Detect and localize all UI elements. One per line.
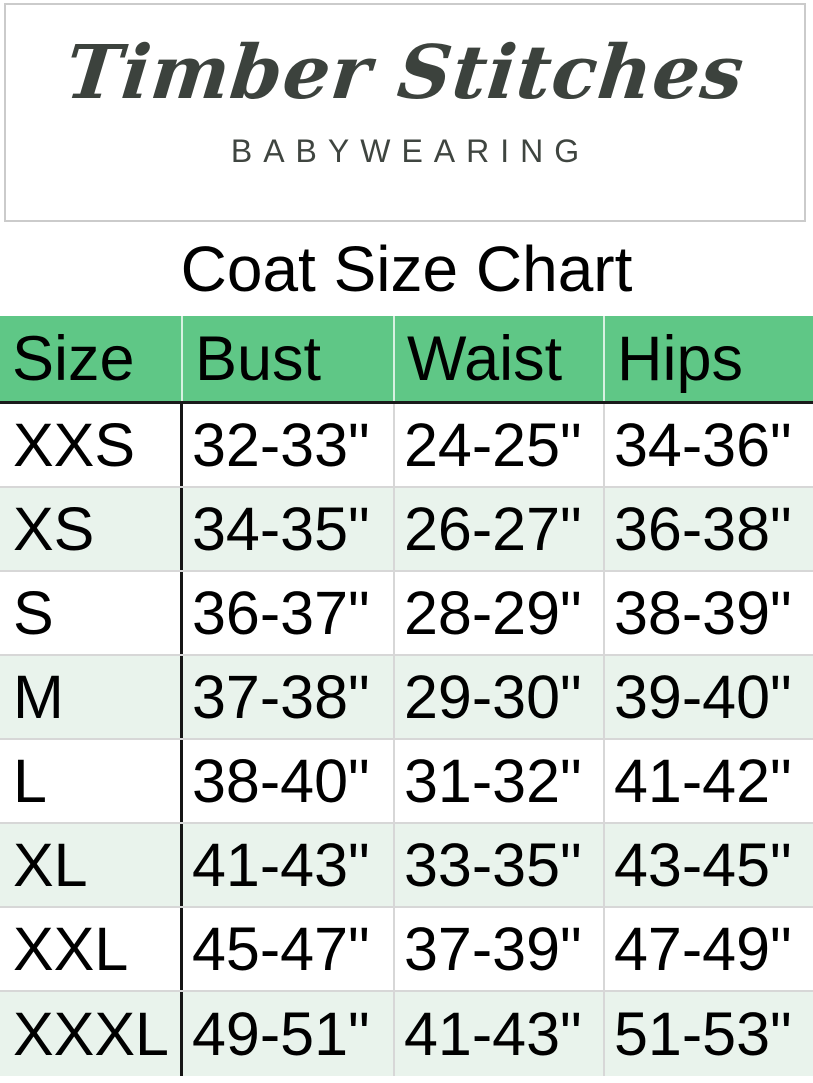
- table-row-xxl: XXL 45-47" 37-39" 47-49": [0, 908, 813, 992]
- table-row-m: M 37-38" 29-30" 39-40": [0, 656, 813, 740]
- hips-value: 47-49": [614, 915, 792, 983]
- table-row-s: S 36-37" 28-29" 38-39": [0, 572, 813, 656]
- waist-value: 29-30": [395, 656, 605, 738]
- bust-value: 36-37": [183, 572, 395, 654]
- bust-value: 45-47": [183, 908, 395, 990]
- hips-value: 38-39": [614, 579, 792, 647]
- hips-value: 39-40": [614, 663, 792, 731]
- table-row-l: L 38-40" 31-32" 41-42": [0, 740, 813, 824]
- waist-value: 24-25": [395, 404, 605, 486]
- size-label: XXS: [0, 404, 183, 486]
- page-title: Coat Size Chart: [0, 222, 813, 316]
- waist-value: 28-29": [395, 572, 605, 654]
- size-label: XXXL: [0, 992, 183, 1076]
- bust-value: 34-35": [183, 488, 395, 570]
- size-label: XL: [0, 824, 183, 906]
- size-table: Size Bust Waist Hips XXS 32-33" 24-25" 3…: [0, 316, 813, 1076]
- brand-tagline: BABYWEARING: [230, 133, 591, 169]
- table-header-row: Size Bust Waist Hips: [0, 316, 813, 404]
- bust-value: 37-38": [183, 656, 395, 738]
- size-label: XS: [0, 488, 183, 570]
- brand-logo-box: Timber Stitches BABYWEARING: [4, 3, 806, 222]
- hips-value: 41-42": [614, 747, 792, 815]
- brand-name: Timber Stitches: [61, 30, 749, 116]
- hips-value: 51-53": [614, 1000, 792, 1068]
- hips-value: 34-36": [614, 411, 792, 479]
- column-header-hips: Hips: [617, 323, 744, 394]
- waist-value: 33-35": [395, 824, 605, 906]
- table-row-xxs: XXS 32-33" 24-25" 34-36": [0, 404, 813, 488]
- waist-value: 31-32": [395, 740, 605, 822]
- waist-value: 26-27": [395, 488, 605, 570]
- column-header-bust: Bust: [183, 316, 395, 401]
- size-label: L: [0, 740, 183, 822]
- bust-value: 49-51": [183, 992, 395, 1076]
- size-label: M: [0, 656, 183, 738]
- table-row-xs: XS 34-35" 26-27" 36-38": [0, 488, 813, 572]
- column-header-size: Size: [0, 316, 183, 401]
- size-label: S: [0, 572, 183, 654]
- table-row-xxxl: XXXL 49-51" 41-43" 51-53": [0, 992, 813, 1076]
- size-label: XXL: [0, 908, 183, 990]
- bust-value: 38-40": [183, 740, 395, 822]
- bust-value: 41-43": [183, 824, 395, 906]
- waist-value: 41-43": [395, 992, 605, 1076]
- bust-value: 32-33": [183, 404, 395, 486]
- table-row-xl: XL 41-43" 33-35" 43-45": [0, 824, 813, 908]
- hips-value: 36-38": [614, 495, 792, 563]
- column-header-waist: Waist: [395, 316, 605, 401]
- waist-value: 37-39": [395, 908, 605, 990]
- hips-value: 43-45": [614, 831, 792, 899]
